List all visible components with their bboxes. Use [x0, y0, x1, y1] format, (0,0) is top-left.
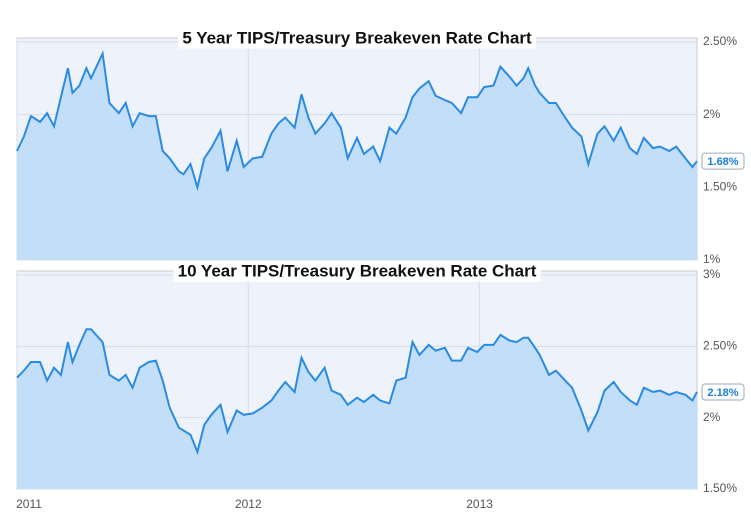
y-tick-label: 1.50% — [703, 180, 737, 194]
area — [17, 329, 697, 489]
x-tick-label: 2012 — [235, 497, 262, 511]
area — [17, 53, 697, 260]
line — [16, 50, 698, 192]
end-badge — [701, 383, 745, 401]
chart-title: 5 Year TIPS/Treasury Breakeven Rate Char… — [182, 28, 532, 47]
end-label: 2.18% — [707, 387, 738, 399]
y-tick-label: 1.50% — [703, 481, 737, 495]
y-tick-label: 2% — [703, 107, 721, 121]
y-tick-label: 2% — [703, 410, 721, 424]
line — [16, 328, 698, 456]
title-bg — [178, 27, 536, 49]
y-tick-label: 3% — [703, 267, 721, 281]
x-tick-label: 2013 — [466, 497, 493, 511]
chart-title: 10 Year TIPS/Treasury Breakeven Rate Cha… — [178, 261, 537, 280]
y-tick-label: 1% — [703, 252, 721, 266]
end-badge — [701, 152, 745, 170]
x-tick-label: 2011 — [16, 497, 42, 511]
y-tick-label: 2.50% — [703, 34, 737, 48]
title-bg — [173, 260, 541, 282]
end-label: 1.68% — [707, 156, 738, 168]
y-tick-label: 2.50% — [703, 339, 737, 353]
